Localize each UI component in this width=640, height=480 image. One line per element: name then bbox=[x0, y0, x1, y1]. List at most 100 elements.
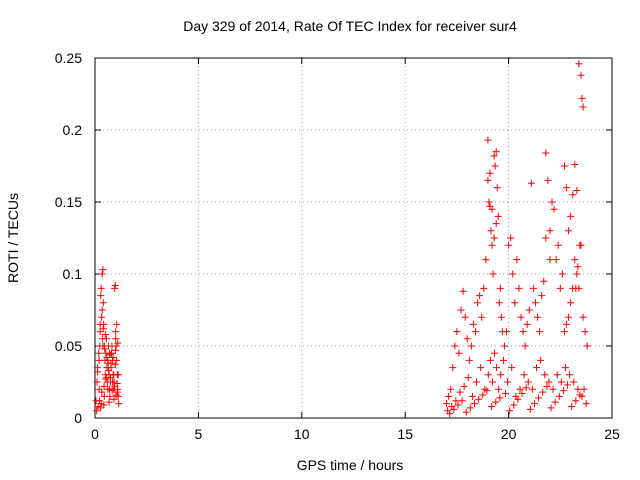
data-point bbox=[96, 328, 104, 336]
data-point bbox=[514, 395, 522, 403]
x-tick-label: 20 bbox=[501, 426, 517, 442]
data-point bbox=[478, 313, 486, 321]
data-point bbox=[103, 354, 111, 362]
data-point bbox=[109, 354, 117, 362]
data-point bbox=[476, 292, 484, 300]
data-point bbox=[549, 385, 557, 393]
data-point bbox=[98, 306, 106, 314]
data-point bbox=[98, 388, 106, 396]
data-point bbox=[484, 176, 492, 184]
data-point bbox=[509, 270, 517, 278]
data-point bbox=[96, 320, 104, 328]
data-point bbox=[536, 328, 544, 336]
data-point bbox=[453, 328, 461, 336]
data-point bbox=[449, 364, 457, 372]
data-point bbox=[497, 313, 505, 321]
data-point bbox=[113, 388, 121, 396]
data-point bbox=[491, 162, 499, 170]
data-point bbox=[541, 371, 549, 379]
data-point bbox=[470, 400, 478, 408]
data-point bbox=[101, 345, 109, 353]
data-point bbox=[525, 306, 533, 314]
data-point bbox=[496, 394, 504, 402]
data-point bbox=[557, 378, 565, 386]
data-point bbox=[542, 149, 550, 157]
data-point bbox=[489, 270, 497, 278]
data-point bbox=[546, 227, 554, 235]
data-point bbox=[474, 299, 482, 307]
data-point bbox=[565, 227, 573, 235]
data-point bbox=[460, 382, 468, 390]
data-point bbox=[112, 328, 120, 336]
data-point bbox=[542, 234, 550, 242]
data-point bbox=[507, 234, 515, 242]
data-point bbox=[450, 405, 458, 413]
data-point bbox=[454, 401, 462, 409]
data-point bbox=[583, 342, 591, 350]
data-point bbox=[508, 364, 516, 372]
data-point bbox=[111, 284, 119, 292]
data-point bbox=[546, 256, 554, 264]
data-point bbox=[114, 371, 122, 379]
data-point bbox=[488, 241, 496, 249]
data-point bbox=[572, 397, 580, 405]
data-point bbox=[568, 402, 576, 410]
data-point bbox=[490, 234, 498, 242]
data-point bbox=[106, 351, 114, 359]
data-point bbox=[105, 349, 113, 357]
data-point bbox=[500, 342, 508, 350]
data-point bbox=[103, 364, 111, 372]
data-point bbox=[493, 184, 501, 192]
data-point bbox=[461, 313, 469, 321]
data-point bbox=[492, 398, 500, 406]
y-tick-label: 0.15 bbox=[55, 194, 82, 210]
data-point bbox=[475, 395, 483, 403]
data-point bbox=[112, 335, 120, 343]
data-point bbox=[105, 398, 113, 406]
data-point bbox=[550, 205, 558, 213]
data-point bbox=[100, 382, 108, 390]
data-point bbox=[531, 299, 539, 307]
data-point bbox=[488, 378, 496, 386]
data-point bbox=[578, 94, 586, 102]
data-point bbox=[472, 328, 480, 336]
data-point bbox=[530, 400, 538, 408]
data-point bbox=[533, 364, 541, 372]
data-point bbox=[579, 103, 587, 111]
y-tick-label: 0.05 bbox=[55, 338, 82, 354]
x-tick-label: 10 bbox=[294, 426, 310, 442]
data-point bbox=[458, 397, 466, 405]
data-point bbox=[113, 320, 121, 328]
data-point bbox=[505, 241, 513, 249]
data-point bbox=[469, 320, 477, 328]
data-point bbox=[576, 241, 584, 249]
data-point bbox=[543, 382, 551, 390]
data-point bbox=[488, 402, 496, 410]
data-point bbox=[513, 256, 521, 264]
data-point bbox=[582, 400, 590, 408]
y-tick-label: 0.2 bbox=[63, 122, 83, 138]
data-point bbox=[495, 385, 503, 393]
data-point bbox=[483, 387, 491, 395]
data-point bbox=[459, 287, 467, 295]
data-point bbox=[95, 356, 103, 364]
plot-border bbox=[94, 57, 613, 419]
data-point bbox=[96, 397, 104, 405]
data-point bbox=[447, 385, 455, 393]
data-point bbox=[510, 401, 518, 409]
data-point bbox=[495, 299, 503, 307]
axis-ticks: 0 5 10 15 20 25 0 0.05 0.1 0.15 0.2 0.25 bbox=[55, 50, 620, 442]
data-point bbox=[521, 342, 529, 350]
data-point bbox=[94, 368, 102, 376]
data-point bbox=[528, 385, 536, 393]
data-point bbox=[462, 408, 470, 416]
data-point bbox=[115, 400, 123, 408]
y-tick-label: 0.25 bbox=[55, 50, 82, 66]
data-point bbox=[465, 356, 473, 364]
data-point bbox=[504, 378, 512, 386]
data-point bbox=[112, 342, 120, 350]
data-point bbox=[581, 328, 589, 336]
data-point bbox=[538, 292, 546, 300]
data-point bbox=[520, 371, 528, 379]
